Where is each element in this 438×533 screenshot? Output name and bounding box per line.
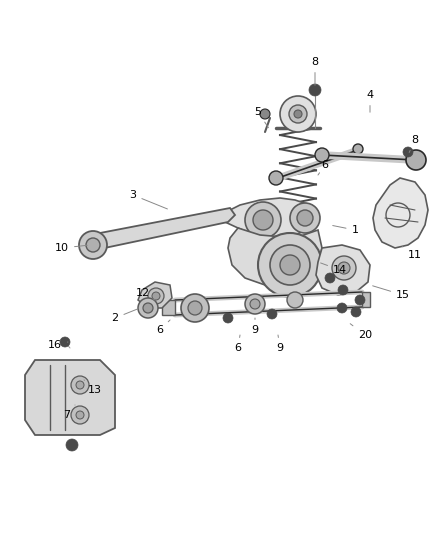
Circle shape [290, 203, 320, 233]
Polygon shape [162, 300, 175, 315]
Text: 15: 15 [373, 286, 410, 300]
Circle shape [270, 245, 310, 285]
Circle shape [269, 171, 283, 185]
Text: 20: 20 [350, 324, 372, 340]
Text: 12: 12 [136, 288, 155, 300]
Text: 6: 6 [234, 335, 241, 353]
Circle shape [297, 210, 313, 226]
Circle shape [351, 307, 361, 317]
Circle shape [66, 439, 78, 451]
Text: 8: 8 [409, 135, 419, 152]
Circle shape [60, 337, 70, 347]
Text: 6: 6 [318, 160, 328, 175]
Circle shape [315, 148, 329, 162]
Circle shape [250, 299, 260, 309]
Text: 6: 6 [156, 320, 170, 335]
Circle shape [260, 109, 270, 119]
Circle shape [267, 309, 277, 319]
Circle shape [338, 262, 350, 274]
Text: 13: 13 [84, 380, 102, 395]
Circle shape [403, 147, 413, 157]
Circle shape [294, 110, 302, 118]
Polygon shape [362, 292, 370, 307]
Polygon shape [316, 245, 370, 295]
Text: 7: 7 [64, 405, 75, 420]
Text: 2: 2 [111, 309, 138, 323]
Polygon shape [92, 208, 235, 250]
Polygon shape [220, 198, 315, 238]
Text: 4: 4 [367, 90, 374, 112]
Circle shape [406, 150, 426, 170]
Circle shape [138, 298, 158, 318]
Circle shape [223, 313, 233, 323]
Circle shape [309, 84, 321, 96]
Circle shape [338, 285, 348, 295]
Circle shape [79, 231, 107, 259]
Circle shape [245, 202, 281, 238]
Circle shape [280, 96, 316, 132]
Text: 5: 5 [254, 107, 268, 128]
Circle shape [71, 406, 89, 424]
Circle shape [253, 210, 273, 230]
Polygon shape [25, 360, 115, 435]
Text: 16: 16 [48, 340, 68, 350]
Polygon shape [228, 228, 322, 285]
Circle shape [355, 295, 365, 305]
Circle shape [287, 292, 303, 308]
Circle shape [188, 301, 202, 315]
Circle shape [181, 294, 209, 322]
Circle shape [258, 233, 322, 297]
Text: 3: 3 [130, 190, 167, 209]
Text: 11: 11 [403, 247, 422, 260]
Circle shape [71, 376, 89, 394]
Circle shape [332, 256, 356, 280]
Circle shape [86, 238, 100, 252]
Circle shape [76, 381, 84, 389]
Text: 10: 10 [55, 243, 87, 253]
Circle shape [289, 105, 307, 123]
Polygon shape [373, 178, 428, 248]
Circle shape [325, 273, 335, 283]
Circle shape [280, 255, 300, 275]
Text: 9: 9 [276, 335, 283, 353]
Circle shape [245, 294, 265, 314]
Circle shape [76, 411, 84, 419]
Text: 9: 9 [251, 318, 258, 335]
Text: 8: 8 [311, 57, 318, 85]
Circle shape [337, 303, 347, 313]
Text: 14: 14 [321, 263, 347, 275]
Circle shape [353, 144, 363, 154]
Polygon shape [138, 282, 172, 308]
Circle shape [148, 288, 164, 304]
Text: 1: 1 [333, 225, 358, 235]
Circle shape [143, 303, 153, 313]
Circle shape [152, 292, 160, 300]
